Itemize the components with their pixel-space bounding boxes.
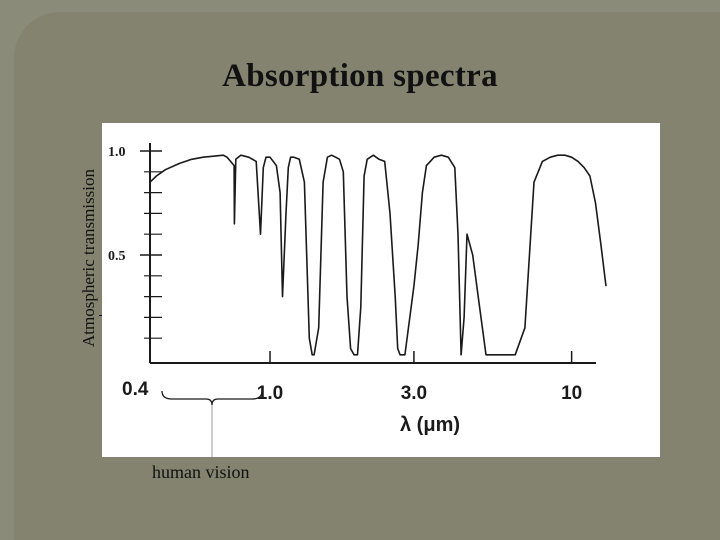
brace-path <box>161 390 263 406</box>
transmission-line <box>149 154 607 356</box>
slide-title: Absorption spectra <box>222 58 498 94</box>
y-axis-label: Atmospheric transmission <box>79 168 98 348</box>
chart-panel: 1.0 0.5 0.4 1.0 3.0 10 λ (μm) <box>102 123 660 457</box>
x-axis-label: λ (μm) <box>400 414 460 436</box>
y-tick-label: 1.0 <box>108 145 126 160</box>
x-tick-label: 0.4 <box>122 379 149 400</box>
chart-series <box>149 154 607 356</box>
y-axis-stub <box>99 315 102 316</box>
spectrum-chart: 1.0 0.5 0.4 1.0 3.0 10 λ (μm) <box>108 143 607 457</box>
chart-ticks <box>140 150 573 363</box>
human-vision-label: human vision <box>152 462 250 482</box>
x-tick-label: 3.0 <box>401 383 427 404</box>
x-tick-label: 10 <box>561 383 582 404</box>
x-tick-label: 1.0 <box>257 383 283 404</box>
chart-axes <box>149 143 596 364</box>
y-tick-label: 0.5 <box>108 249 126 264</box>
chart-tick-labels: 1.0 0.5 0.4 1.0 3.0 10 <box>108 145 582 404</box>
human-vision-brace <box>161 390 263 457</box>
